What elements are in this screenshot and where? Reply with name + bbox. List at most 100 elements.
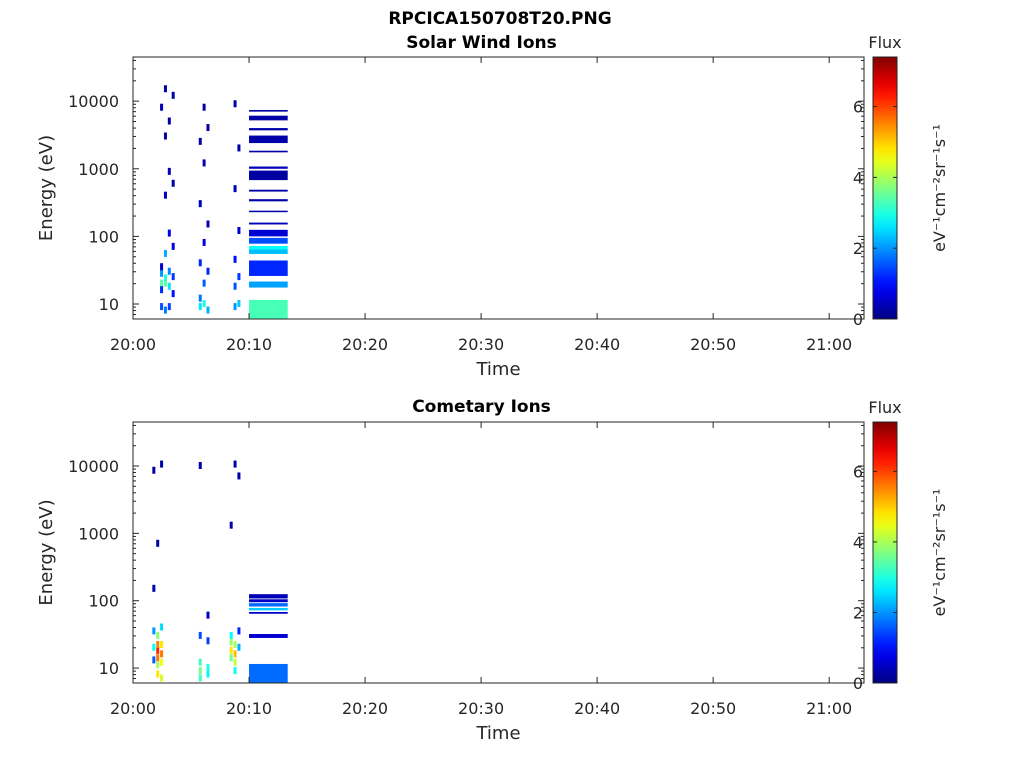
flux-band bbox=[249, 611, 288, 614]
flux-cell bbox=[198, 294, 202, 302]
flux-cell bbox=[202, 238, 206, 246]
flux-cell bbox=[152, 643, 156, 651]
flux-cell bbox=[229, 631, 233, 639]
flux-band bbox=[249, 281, 288, 288]
flux-cell bbox=[237, 144, 241, 152]
panel-title: Solar Wind Ions bbox=[406, 33, 557, 53]
flux-cell bbox=[156, 539, 160, 547]
flux-cell bbox=[206, 670, 210, 678]
x-tick-label: 20:40 bbox=[574, 335, 620, 354]
flux-cell bbox=[152, 466, 156, 474]
flux-band bbox=[249, 603, 288, 607]
y-tick-label: 10 bbox=[99, 295, 119, 314]
flux-cell bbox=[160, 640, 164, 648]
y-tick-label: 100 bbox=[88, 227, 119, 246]
colorbar-unit-label: eV⁻¹cm⁻²sr⁻¹s⁻¹ bbox=[930, 489, 949, 617]
colorbar-tick-label: 2 bbox=[853, 239, 863, 258]
colorbar bbox=[872, 56, 898, 320]
flux-cell bbox=[198, 667, 202, 675]
y-axis-label: Energy (eV) bbox=[36, 135, 57, 241]
flux-cell bbox=[160, 658, 164, 666]
flux-cell bbox=[160, 460, 164, 468]
flux-cell bbox=[160, 286, 164, 294]
flux-cell bbox=[233, 255, 237, 263]
flux-cell bbox=[156, 661, 160, 669]
flux-cell bbox=[152, 627, 156, 635]
flux-cell bbox=[160, 269, 164, 277]
colorbar-tick-label: 0 bbox=[853, 310, 863, 329]
flux-band bbox=[249, 663, 288, 683]
flux-cell bbox=[198, 137, 202, 145]
flux-cell bbox=[163, 132, 167, 140]
flux-cell bbox=[237, 627, 241, 635]
flux-band bbox=[249, 128, 288, 131]
flux-band bbox=[249, 246, 288, 250]
x-tick-label: 20:10 bbox=[226, 699, 272, 718]
flux-band bbox=[249, 229, 288, 237]
colorbar-tick-label: 0 bbox=[853, 674, 863, 693]
flux-cell bbox=[206, 637, 210, 645]
flux-cell bbox=[160, 103, 164, 111]
flux-cell bbox=[233, 303, 237, 311]
flux-cell bbox=[163, 249, 167, 257]
flux-cell bbox=[160, 674, 164, 682]
colorbar-tick-label: 2 bbox=[853, 603, 863, 622]
colorbar bbox=[872, 421, 898, 684]
x-axis-label: Time bbox=[475, 359, 520, 380]
solar-wind-panel: Solar Wind Ions 20:00 20:10 20:20 20:30 20:40… bbox=[36, 33, 949, 380]
flux-cell bbox=[163, 85, 167, 93]
flux-band bbox=[249, 607, 288, 611]
flux-band bbox=[249, 237, 288, 244]
x-tick-label: 20:30 bbox=[458, 335, 504, 354]
plot-frame bbox=[132, 421, 865, 684]
flux-cell bbox=[171, 290, 175, 298]
x-tick-label: 21:00 bbox=[806, 335, 852, 354]
flux-cell bbox=[156, 646, 160, 654]
flux-cell bbox=[152, 584, 156, 592]
x-tick-label: 20:00 bbox=[110, 699, 156, 718]
flux-cell bbox=[156, 640, 160, 648]
plot-frame bbox=[132, 56, 865, 320]
flux-cell bbox=[167, 167, 171, 175]
flux-cell bbox=[237, 300, 241, 308]
flux-band bbox=[249, 634, 288, 638]
flux-cell bbox=[229, 646, 233, 654]
y-tick-label: 10 bbox=[99, 659, 119, 678]
y-tick-label: 10000 bbox=[68, 457, 119, 476]
colorbar-unit-label: eV⁻¹cm⁻²sr⁻¹s⁻¹ bbox=[930, 124, 949, 252]
x-tick-label: 20:50 bbox=[690, 335, 736, 354]
flux-cell bbox=[171, 273, 175, 281]
flux-cell bbox=[237, 472, 241, 480]
x-tick-label: 21:00 bbox=[806, 699, 852, 718]
flux-cell bbox=[202, 300, 206, 308]
flux-cell bbox=[198, 658, 202, 666]
colorbar-title: Flux bbox=[868, 398, 901, 417]
colorbar-tick-label: 4 bbox=[853, 168, 863, 187]
flux-cell bbox=[171, 179, 175, 187]
flux-cell bbox=[163, 279, 167, 287]
flux-cell bbox=[160, 279, 164, 287]
y-tick-label: 1000 bbox=[78, 524, 119, 543]
flux-band bbox=[249, 189, 288, 192]
flux-band bbox=[249, 249, 288, 254]
flux-cell bbox=[167, 267, 171, 275]
flux-band bbox=[249, 222, 288, 225]
flux-cell bbox=[198, 674, 202, 682]
flux-cell bbox=[160, 303, 164, 311]
flux-cell bbox=[233, 460, 237, 468]
flux-cell bbox=[206, 124, 210, 132]
flux-cell bbox=[198, 461, 202, 469]
flux-cell bbox=[233, 650, 237, 658]
flux-band bbox=[249, 299, 288, 319]
x-tick-label: 20:30 bbox=[458, 699, 504, 718]
flux-band bbox=[249, 260, 288, 276]
flux-band bbox=[249, 199, 288, 202]
flux-cell bbox=[237, 227, 241, 235]
flux-cell bbox=[233, 640, 237, 648]
flux-band bbox=[249, 594, 288, 599]
colorbar-tick-label: 6 bbox=[853, 98, 863, 117]
y-tick-label: 1000 bbox=[78, 160, 119, 179]
flux-cell bbox=[171, 242, 175, 250]
